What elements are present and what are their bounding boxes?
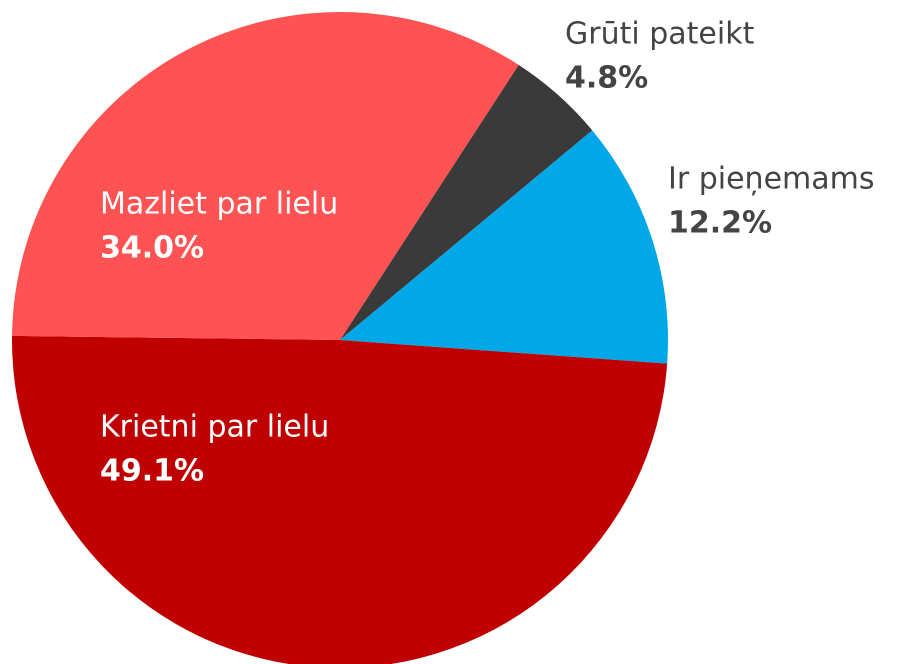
pie-slice	[340, 64, 593, 341]
slice-label: Mazliet par lielu	[100, 187, 338, 222]
slice-label: Krietni par lielu	[100, 410, 329, 445]
slice-value: 49.1%	[100, 454, 204, 489]
slice-value: 4.8%	[565, 61, 648, 96]
pie-slice	[340, 130, 668, 364]
slice-value: 12.2%	[668, 206, 772, 241]
slice-label: Ir pieņemams	[668, 162, 874, 197]
pie-slice	[12, 12, 519, 341]
slice-label: Grūti pateikt	[565, 17, 755, 52]
pie-slice	[12, 335, 668, 664]
slice-value: 34.0%	[100, 231, 204, 266]
